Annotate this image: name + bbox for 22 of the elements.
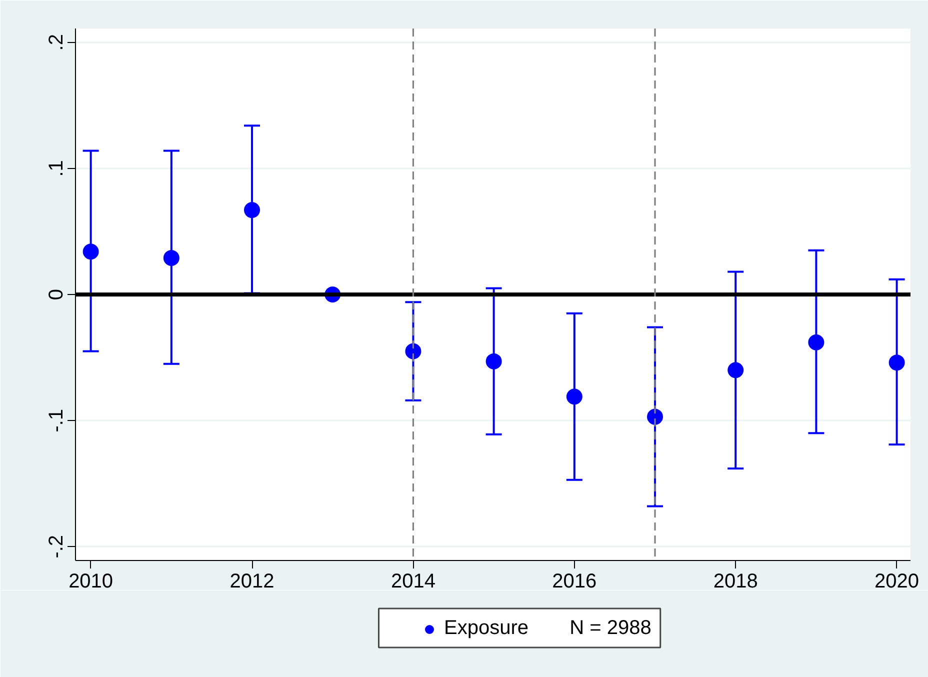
point: [808, 334, 824, 350]
y-tick-label: .1: [46, 160, 68, 177]
point: [82, 244, 99, 260]
point: [566, 388, 582, 405]
x-tick-label: 2018: [713, 570, 758, 592]
y-tick-label: 0: [46, 288, 68, 300]
point: [888, 354, 905, 371]
point: [405, 343, 422, 360]
legend-title: N = 2988: [570, 617, 652, 639]
x-tick-label: 2012: [230, 570, 274, 592]
y-tick-label: -.2: [46, 534, 68, 558]
point: [163, 250, 180, 266]
point: [728, 362, 744, 378]
x-tick-label: 2014: [390, 570, 436, 592]
y-tick-label: .2: [46, 34, 68, 51]
x-tick-label: 2020: [874, 570, 920, 592]
y-tick-label: -.1: [46, 408, 68, 432]
point: [244, 202, 260, 218]
x-tick-label: 2010: [68, 570, 114, 592]
point: [486, 353, 502, 370]
x-tick-label: 2016: [552, 570, 597, 592]
legend-label: Exposure: [444, 617, 530, 640]
